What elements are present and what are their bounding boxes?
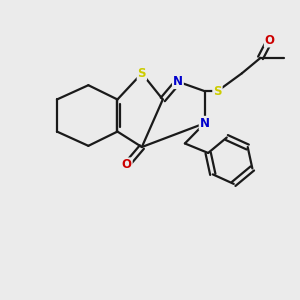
Text: O: O — [265, 34, 275, 46]
Text: S: S — [213, 85, 222, 98]
Text: N: N — [173, 75, 183, 88]
Text: O: O — [122, 158, 132, 171]
Text: N: N — [200, 117, 210, 130]
Text: S: S — [138, 67, 146, 80]
